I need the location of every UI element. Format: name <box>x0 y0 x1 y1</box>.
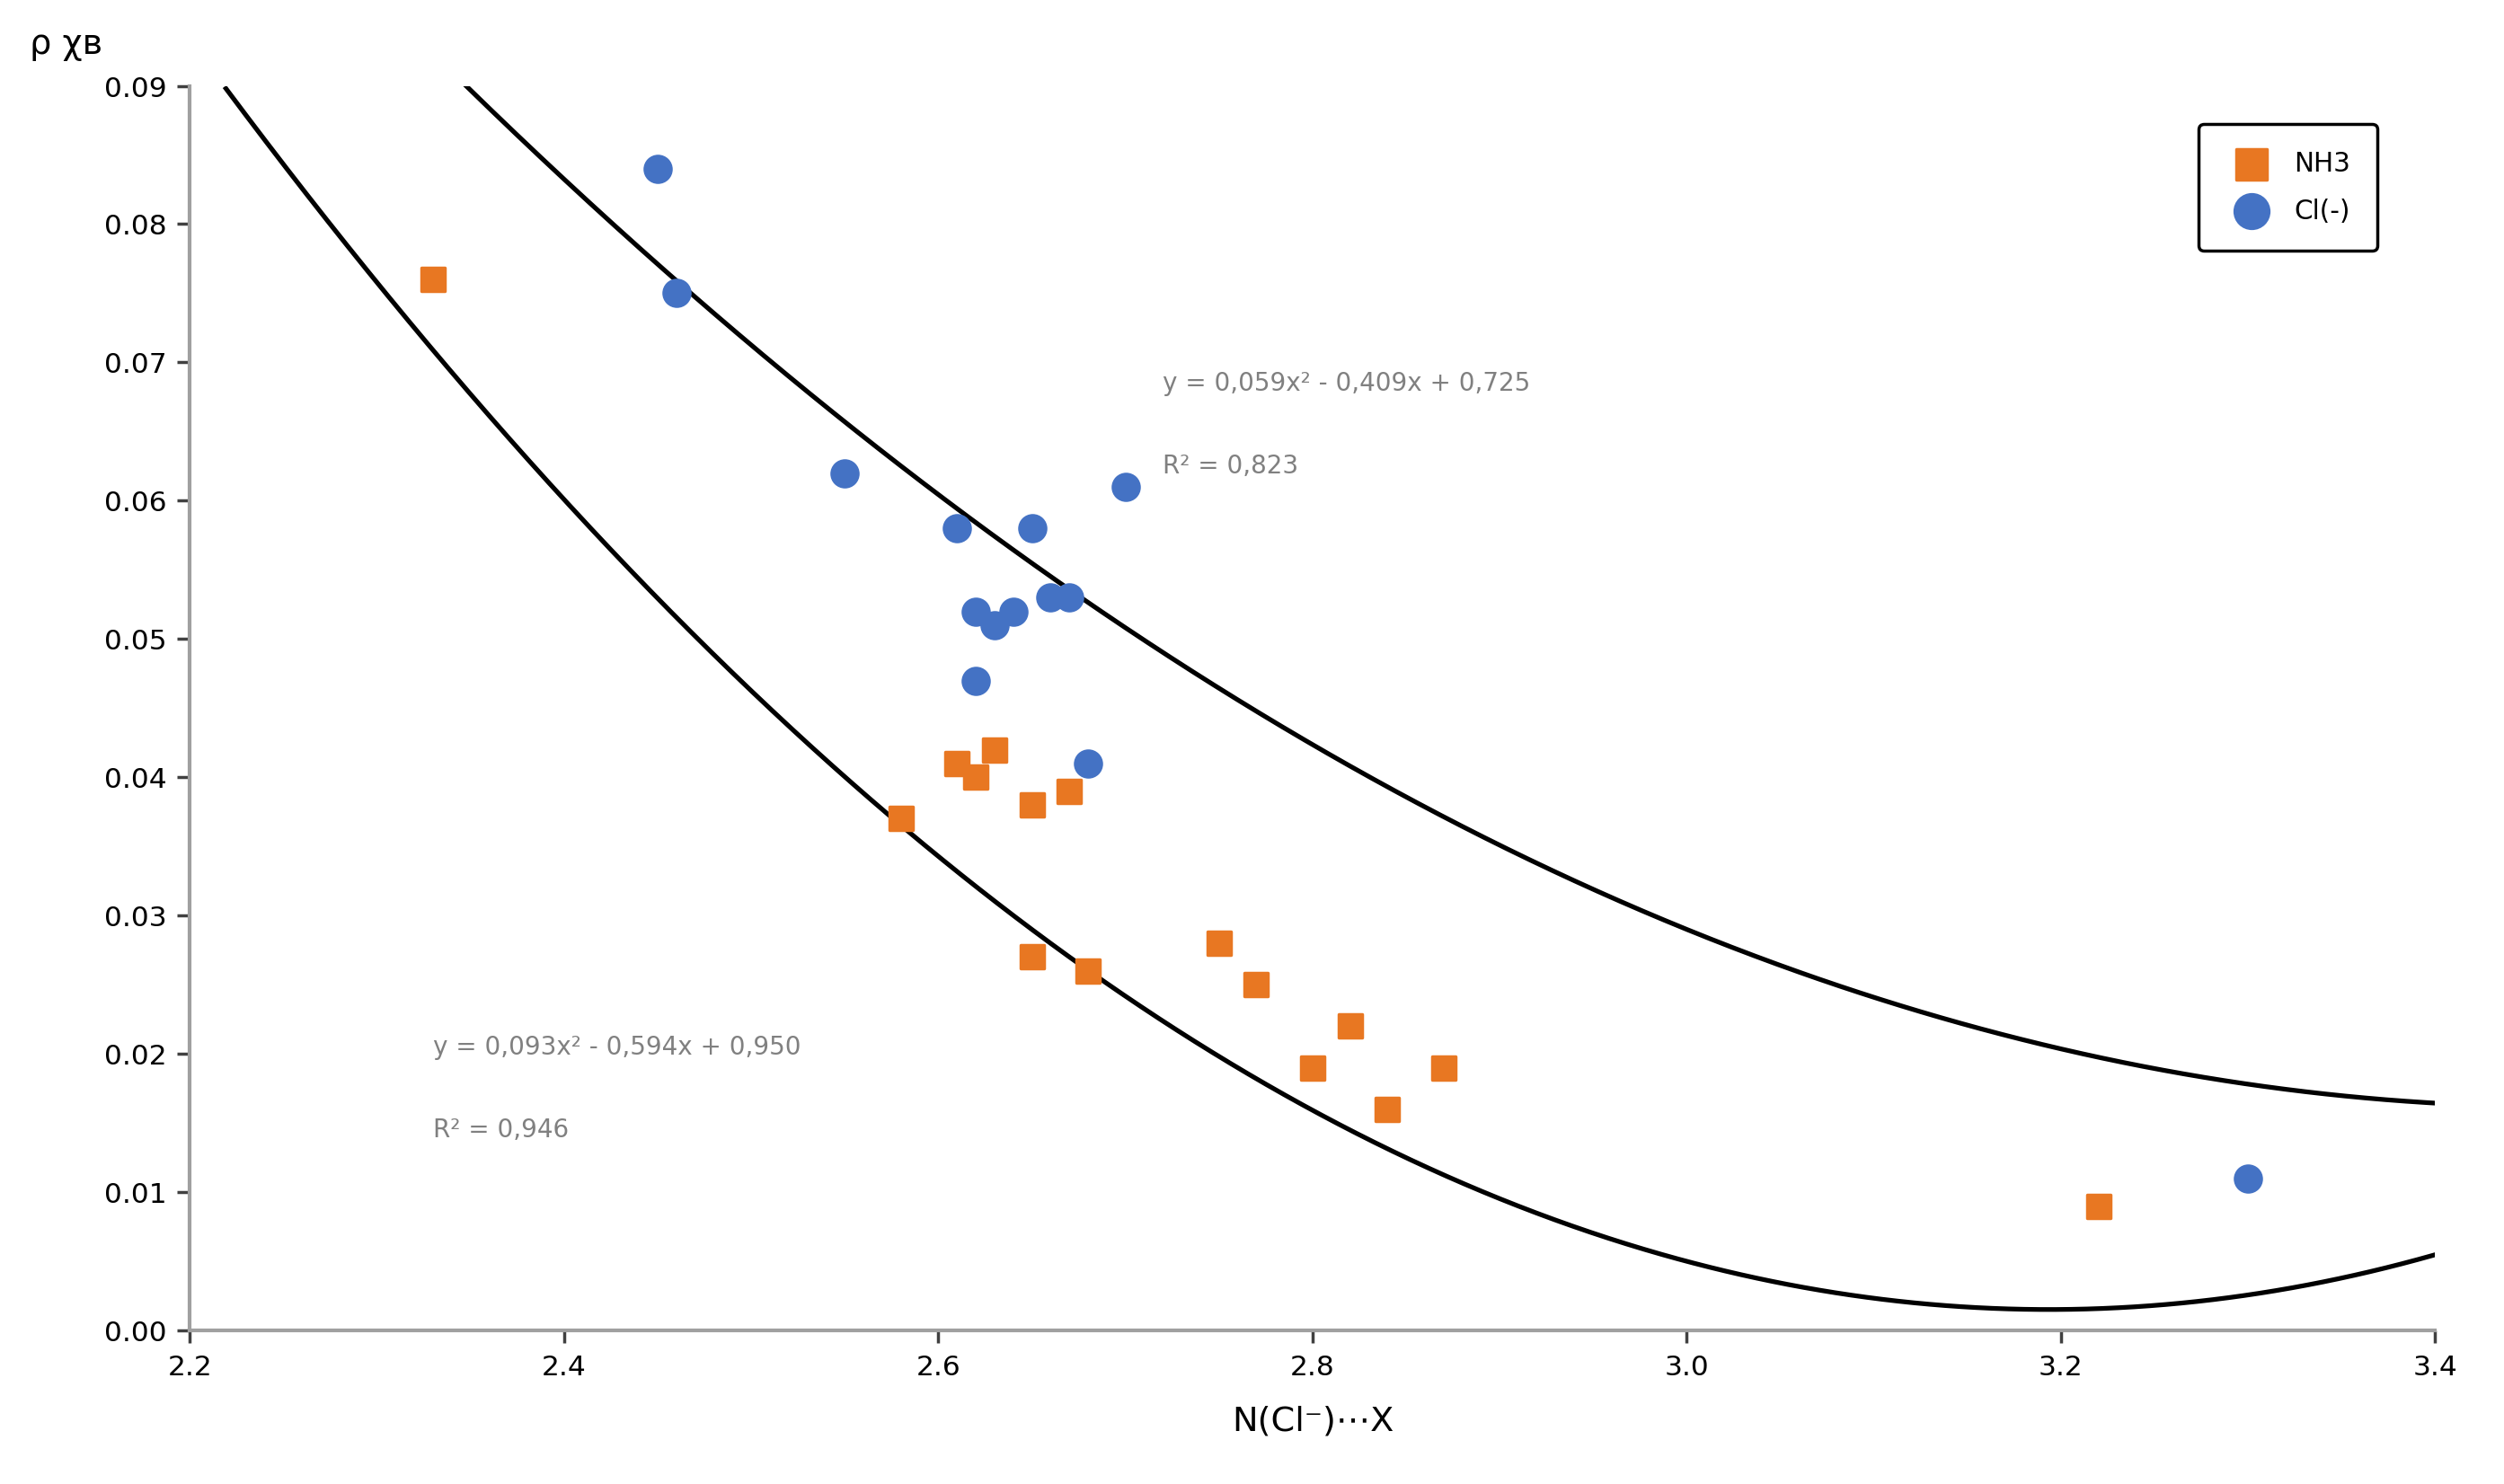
Text: y = 0,093x² - 0,594x + 0,950: y = 0,093x² - 0,594x + 0,950 <box>433 1034 801 1060</box>
Cl(-) <box>994 600 1034 623</box>
Cl(-) <box>639 157 679 181</box>
NH3 <box>1049 779 1089 803</box>
Y-axis label: ρ χв: ρ χв <box>30 30 103 61</box>
Text: R² = 0,946: R² = 0,946 <box>433 1117 568 1143</box>
NH3 <box>1330 1015 1370 1039</box>
Text: R² = 0,823: R² = 0,823 <box>1162 454 1300 479</box>
NH3 <box>2078 1195 2118 1218</box>
Cl(-) <box>1012 516 1052 540</box>
NH3 <box>413 269 453 292</box>
X-axis label: N(Cl⁻)⋯X: N(Cl⁻)⋯X <box>1232 1405 1392 1437</box>
NH3 <box>1012 945 1052 969</box>
Cl(-) <box>1104 475 1144 499</box>
NH3 <box>1067 959 1107 982</box>
NH3 <box>1012 794 1052 818</box>
Cl(-) <box>974 613 1014 637</box>
NH3 <box>1367 1098 1407 1122</box>
Cl(-) <box>957 669 997 693</box>
NH3 <box>957 766 997 789</box>
NH3 <box>1237 974 1277 997</box>
Legend: NH3, Cl(-): NH3, Cl(-) <box>2199 125 2376 251</box>
Cl(-) <box>1067 752 1107 776</box>
NH3 <box>1292 1057 1332 1080</box>
Text: y = 0,059x² - 0,409x + 0,725: y = 0,059x² - 0,409x + 0,725 <box>1162 371 1530 396</box>
NH3 <box>974 738 1014 761</box>
NH3 <box>1199 932 1239 956</box>
Cl(-) <box>957 600 997 623</box>
Cl(-) <box>2229 1166 2269 1190</box>
Cl(-) <box>1049 586 1089 610</box>
NH3 <box>936 752 977 776</box>
Cl(-) <box>1032 586 1072 610</box>
Cl(-) <box>936 516 977 540</box>
Cl(-) <box>656 282 696 306</box>
NH3 <box>1422 1057 1462 1080</box>
Cl(-) <box>824 462 864 485</box>
NH3 <box>881 807 921 831</box>
